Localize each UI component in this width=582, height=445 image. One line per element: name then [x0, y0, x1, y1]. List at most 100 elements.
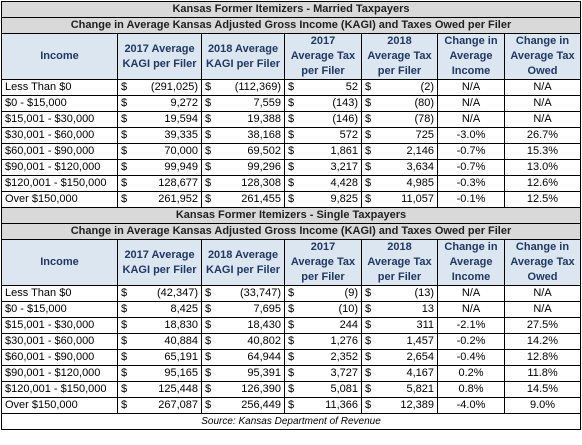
column-header: 2017 Average KAGI per Filer [117, 239, 202, 286]
subtitle-row: Change in Average Kansas Adjusted Gross … [1, 223, 581, 240]
amount: 128,677 [158, 177, 198, 189]
amount: 5,081 [330, 383, 358, 395]
amount-cell: $ (80) [361, 95, 438, 112]
column-header: 2018 Average Tax per Filer [361, 33, 438, 80]
currency-symbol: $ [205, 161, 212, 173]
currency-symbol: $ [205, 129, 212, 141]
amount: 4,985 [406, 177, 434, 189]
currency-symbol: $ [121, 351, 128, 363]
amount: 126,390 [241, 383, 281, 395]
header-row: Income 2017 Average KAGI per Filer 2018 Av… [1, 33, 581, 80]
amount: 65,191 [164, 351, 198, 363]
currency-symbol: $ [121, 129, 128, 141]
amount: (2) [420, 81, 434, 93]
percent-change: 0.8% [437, 381, 505, 398]
amount: 95,165 [164, 367, 198, 379]
column-header: 2018 Average KAGI per Filer [201, 33, 285, 80]
amount-cell: $ (10) [284, 301, 362, 318]
percent-change: 0.2% [437, 365, 505, 382]
income-bracket: Less Than $0 [1, 285, 118, 302]
amount: 40,802 [247, 335, 281, 347]
column-header: 2017 Average KAGI per Filer [117, 33, 202, 80]
percent-change: -0.4% [437, 349, 505, 366]
currency-symbol: $ [205, 335, 212, 347]
currency-symbol: $ [121, 97, 128, 109]
percent-change: N/A [504, 79, 581, 96]
income-bracket: $15,001 - $30,000 [1, 317, 118, 334]
currency-symbol: $ [121, 161, 128, 173]
amount: (143) [332, 97, 358, 109]
amount-cell: $2,352 [284, 349, 362, 366]
percent-change: 26.7% [504, 127, 581, 144]
amount-cell: $256,449 [201, 397, 285, 414]
data-row: $60,001 - $90,000 $70,000 $69,502 $1,861 $2,… [1, 143, 581, 160]
table-body: Kansas Former Itemizers - Married Taxpay… [1, 1, 581, 430]
amount: 11,366 [325, 399, 358, 411]
tables: Kansas Former Itemizers - Married Taxpay… [1, 1, 581, 430]
amount: (78) [414, 113, 434, 125]
section-title: Kansas Former Itemizers - Married Taxpay… [1, 1, 581, 18]
amount-cell: $9,272 [117, 95, 202, 112]
amount: 99,296 [247, 161, 281, 173]
amount: (10) [338, 303, 358, 315]
currency-symbol: $ [365, 287, 372, 299]
currency-symbol: $ [288, 161, 295, 173]
currency-symbol: $ [205, 303, 212, 315]
currency-symbol: $ [205, 319, 212, 331]
amount-cell: $1,457 [361, 333, 438, 350]
currency-symbol: $ [365, 129, 372, 141]
amount: 311 [416, 319, 434, 331]
amount-cell: $95,391 [201, 365, 285, 382]
source-row: Source: Kansas Department of Revenue [1, 413, 581, 430]
amount: 7,695 [253, 303, 281, 315]
currency-symbol: $ [121, 113, 128, 125]
currency-symbol: $ [288, 351, 295, 363]
amount: 13 [421, 303, 434, 315]
data-row: $15,001 - $30,000 $18,830 $18,430 $244 $311-… [1, 317, 581, 334]
percent-change: -0.2% [437, 333, 505, 350]
amount: 1,276 [330, 335, 358, 347]
amount-cell: $12,389 [361, 397, 438, 414]
currency-symbol: $ [205, 367, 212, 379]
amount: 2,352 [330, 351, 358, 363]
amount-cell: $261,455 [201, 191, 285, 208]
percent-change: N/A [437, 95, 505, 112]
percent-change: 12.8% [504, 349, 581, 366]
amount: 38,168 [247, 129, 281, 141]
amount-cell: $64,944 [201, 349, 285, 366]
amount-cell: $ (291,025) [117, 79, 202, 96]
section-subtitle: Change in Average Kansas Adjusted Gross … [1, 17, 581, 34]
percent-change: -0.7% [437, 159, 505, 176]
income-bracket: $60,001 - $90,000 [1, 143, 118, 160]
data-row: Over $150,000 $267,087 $256,449 $11,366 $12,… [1, 397, 581, 414]
currency-symbol: $ [205, 177, 212, 189]
amount-cell: $5,081 [284, 381, 362, 398]
amount-cell: $ (33,747) [201, 285, 285, 302]
amount-cell: $267,087 [117, 397, 202, 414]
currency-symbol: $ [205, 399, 212, 411]
amount: 19,388 [247, 113, 281, 125]
currency-symbol: $ [288, 303, 295, 315]
data-row: $15,001 - $30,000 $19,594 $19,388 $ (146) $ (7… [1, 111, 581, 128]
amount-cell: $4,167 [361, 365, 438, 382]
currency-symbol: $ [288, 145, 295, 157]
section-title: Kansas Former Itemizers - Single Taxpaye… [1, 207, 581, 224]
amount-cell: $18,430 [201, 317, 285, 334]
currency-symbol: $ [121, 145, 128, 157]
income-bracket: $0 - $15,000 [1, 301, 118, 318]
currency-symbol: $ [205, 383, 212, 395]
column-header: 2018 Average KAGI per Filer [201, 239, 285, 286]
data-row: $120,001 - $150,000 $128,677 $128,308 $4,42… [1, 175, 581, 192]
currency-symbol: $ [365, 177, 372, 189]
amount: 99,949 [164, 161, 198, 173]
income-bracket: $90,001 - $120,000 [1, 159, 118, 176]
amount: 9,825 [330, 193, 358, 205]
percent-change: 11.8% [504, 365, 581, 382]
currency-symbol: $ [205, 287, 212, 299]
amount: 261,455 [241, 193, 281, 205]
currency-symbol: $ [365, 367, 372, 379]
amount: (9) [344, 287, 358, 299]
currency-symbol: $ [288, 113, 295, 125]
amount-cell: $99,296 [201, 159, 285, 176]
currency-symbol: $ [288, 383, 295, 395]
